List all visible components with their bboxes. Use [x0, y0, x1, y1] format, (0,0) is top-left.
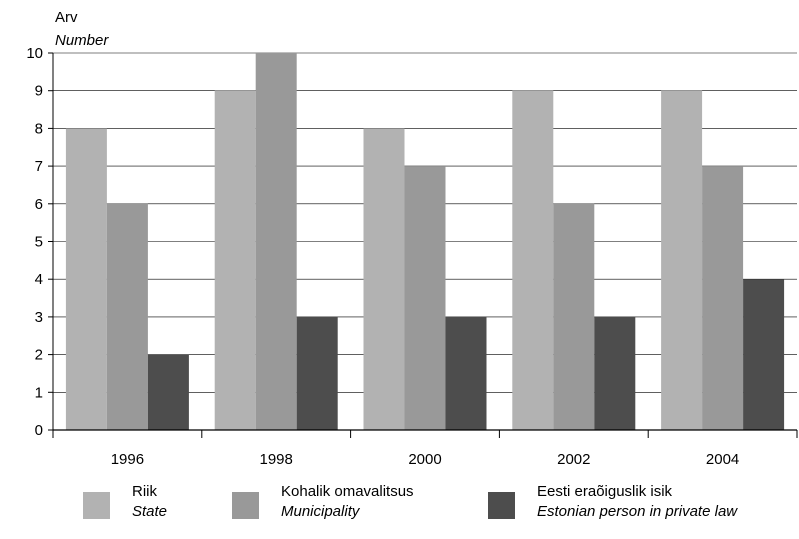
y-axis-label-en: Number [55, 32, 109, 49]
bar [445, 316, 487, 430]
bar [512, 90, 554, 430]
y-tick-label: 1 [35, 384, 43, 401]
y-tick-label: 7 [35, 158, 43, 175]
legend-label-private-law-et: Eesti eraõiguslik isik [537, 483, 673, 500]
axes: 0 1 2 3 4 5 6 7 8 9 10 1996 1998 2000 2002 2004 [26, 45, 798, 468]
bar [743, 279, 785, 430]
legend-item-state: Riik State [83, 482, 167, 522]
x-tick-label: 2004 [706, 451, 739, 468]
bar [296, 316, 338, 430]
y-axis-label: Arv [55, 9, 78, 26]
bar [553, 203, 595, 430]
bar [106, 203, 148, 430]
bar [65, 128, 107, 430]
legend-label-municipality-et: Kohalik omavalitsus [281, 483, 414, 500]
legend-label-private-law-en: Estonian person in private law [537, 503, 738, 520]
y-tick-label: 8 [35, 120, 43, 137]
legend-swatch-municipality [232, 492, 259, 519]
bar [214, 90, 256, 430]
bar [363, 128, 405, 430]
legend-item-municipality: Kohalik omavalitsus Municipality [232, 482, 414, 522]
x-tick-label: 1998 [260, 451, 293, 468]
legend-label-municipality-en: Municipality [281, 503, 360, 520]
bar [147, 354, 189, 430]
x-tick-label: 1996 [111, 451, 144, 468]
legend: Riik State Kohalik omavalitsus Municipal… [0, 482, 799, 534]
y-tick-label: 9 [35, 83, 43, 100]
y-tick-label: 3 [35, 309, 43, 326]
legend-label-municipality: Kohalik omavalitsus Municipality [281, 482, 414, 522]
legend-item-private-law: Eesti eraõiguslik isik Estonian person i… [488, 482, 737, 522]
bar [255, 53, 297, 430]
y-tick-label: 5 [35, 234, 43, 251]
bar [404, 166, 446, 430]
legend-label-state: Riik State [132, 482, 167, 522]
bar [661, 90, 703, 430]
y-tick-label: 6 [35, 196, 43, 213]
x-tick-label: 2000 [408, 451, 441, 468]
legend-swatch-private-law [488, 492, 515, 519]
y-tick-label: 4 [35, 271, 43, 288]
y-tick-label: 2 [35, 347, 43, 364]
y-tick-label: 0 [35, 422, 43, 439]
y-tick-label: 10 [26, 45, 43, 62]
bar [594, 316, 636, 430]
legend-label-state-et: Riik [132, 483, 157, 500]
bars [65, 53, 785, 430]
legend-label-state-en: State [132, 503, 168, 520]
legend-label-private-law: Eesti eraõiguslik isik Estonian person i… [537, 482, 737, 522]
bar [702, 166, 744, 430]
x-tick-label: 2002 [557, 451, 590, 468]
legend-swatch-state [83, 492, 110, 519]
